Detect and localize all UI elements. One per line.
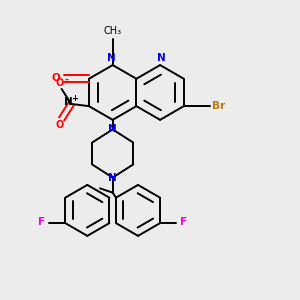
Text: N: N bbox=[108, 172, 117, 183]
Text: N: N bbox=[157, 53, 166, 63]
Text: -: - bbox=[64, 75, 69, 85]
Text: F: F bbox=[180, 218, 187, 227]
Text: CH₃: CH₃ bbox=[103, 26, 122, 36]
Text: F: F bbox=[38, 218, 46, 227]
Text: Br: Br bbox=[212, 100, 225, 110]
Text: O: O bbox=[56, 78, 64, 88]
Text: +: + bbox=[71, 94, 78, 103]
Text: N: N bbox=[108, 124, 117, 134]
Text: N: N bbox=[107, 53, 116, 63]
Text: N: N bbox=[64, 98, 73, 107]
Text: O: O bbox=[51, 73, 60, 83]
Text: O: O bbox=[56, 120, 64, 130]
